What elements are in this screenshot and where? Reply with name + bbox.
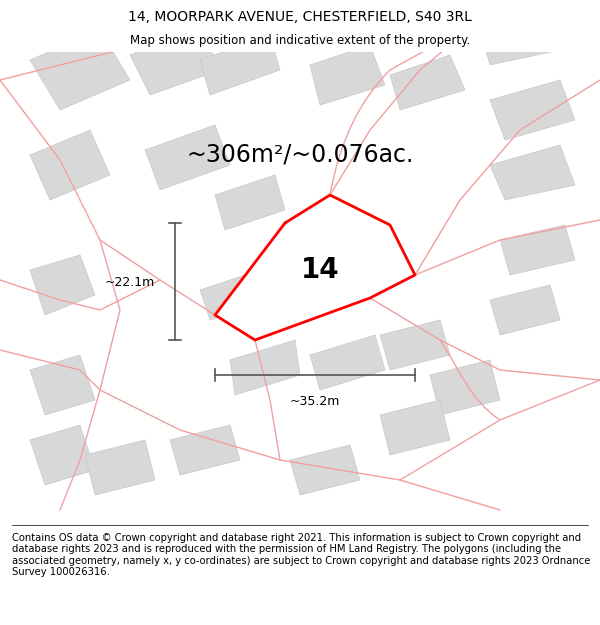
Polygon shape	[30, 425, 95, 485]
Polygon shape	[310, 45, 385, 105]
Polygon shape	[480, 15, 560, 65]
Polygon shape	[30, 355, 95, 415]
Polygon shape	[30, 30, 130, 110]
Polygon shape	[200, 35, 280, 95]
Polygon shape	[145, 125, 230, 190]
Polygon shape	[490, 145, 575, 200]
Text: ~35.2m: ~35.2m	[290, 395, 340, 408]
Polygon shape	[130, 25, 220, 95]
Text: Map shows position and indicative extent of the property.: Map shows position and indicative extent…	[130, 34, 470, 47]
Polygon shape	[230, 340, 300, 395]
Polygon shape	[500, 225, 575, 275]
Text: Contains OS data © Crown copyright and database right 2021. This information is : Contains OS data © Crown copyright and d…	[12, 532, 590, 578]
Polygon shape	[215, 195, 415, 340]
Text: ~22.1m: ~22.1m	[105, 276, 155, 289]
Polygon shape	[380, 400, 450, 455]
Polygon shape	[430, 360, 500, 415]
Polygon shape	[30, 130, 110, 200]
Text: ~306m²/~0.076ac.: ~306m²/~0.076ac.	[187, 143, 413, 167]
Polygon shape	[490, 285, 560, 335]
Polygon shape	[215, 175, 285, 230]
Polygon shape	[30, 255, 95, 315]
Polygon shape	[200, 270, 270, 320]
Text: 14: 14	[301, 256, 340, 284]
Polygon shape	[290, 445, 360, 495]
Text: 14, MOORPARK AVENUE, CHESTERFIELD, S40 3RL: 14, MOORPARK AVENUE, CHESTERFIELD, S40 3…	[128, 11, 472, 24]
Polygon shape	[380, 320, 450, 370]
Polygon shape	[85, 440, 155, 495]
Polygon shape	[310, 335, 385, 390]
Polygon shape	[490, 80, 575, 140]
Polygon shape	[390, 55, 465, 110]
Polygon shape	[170, 425, 240, 475]
